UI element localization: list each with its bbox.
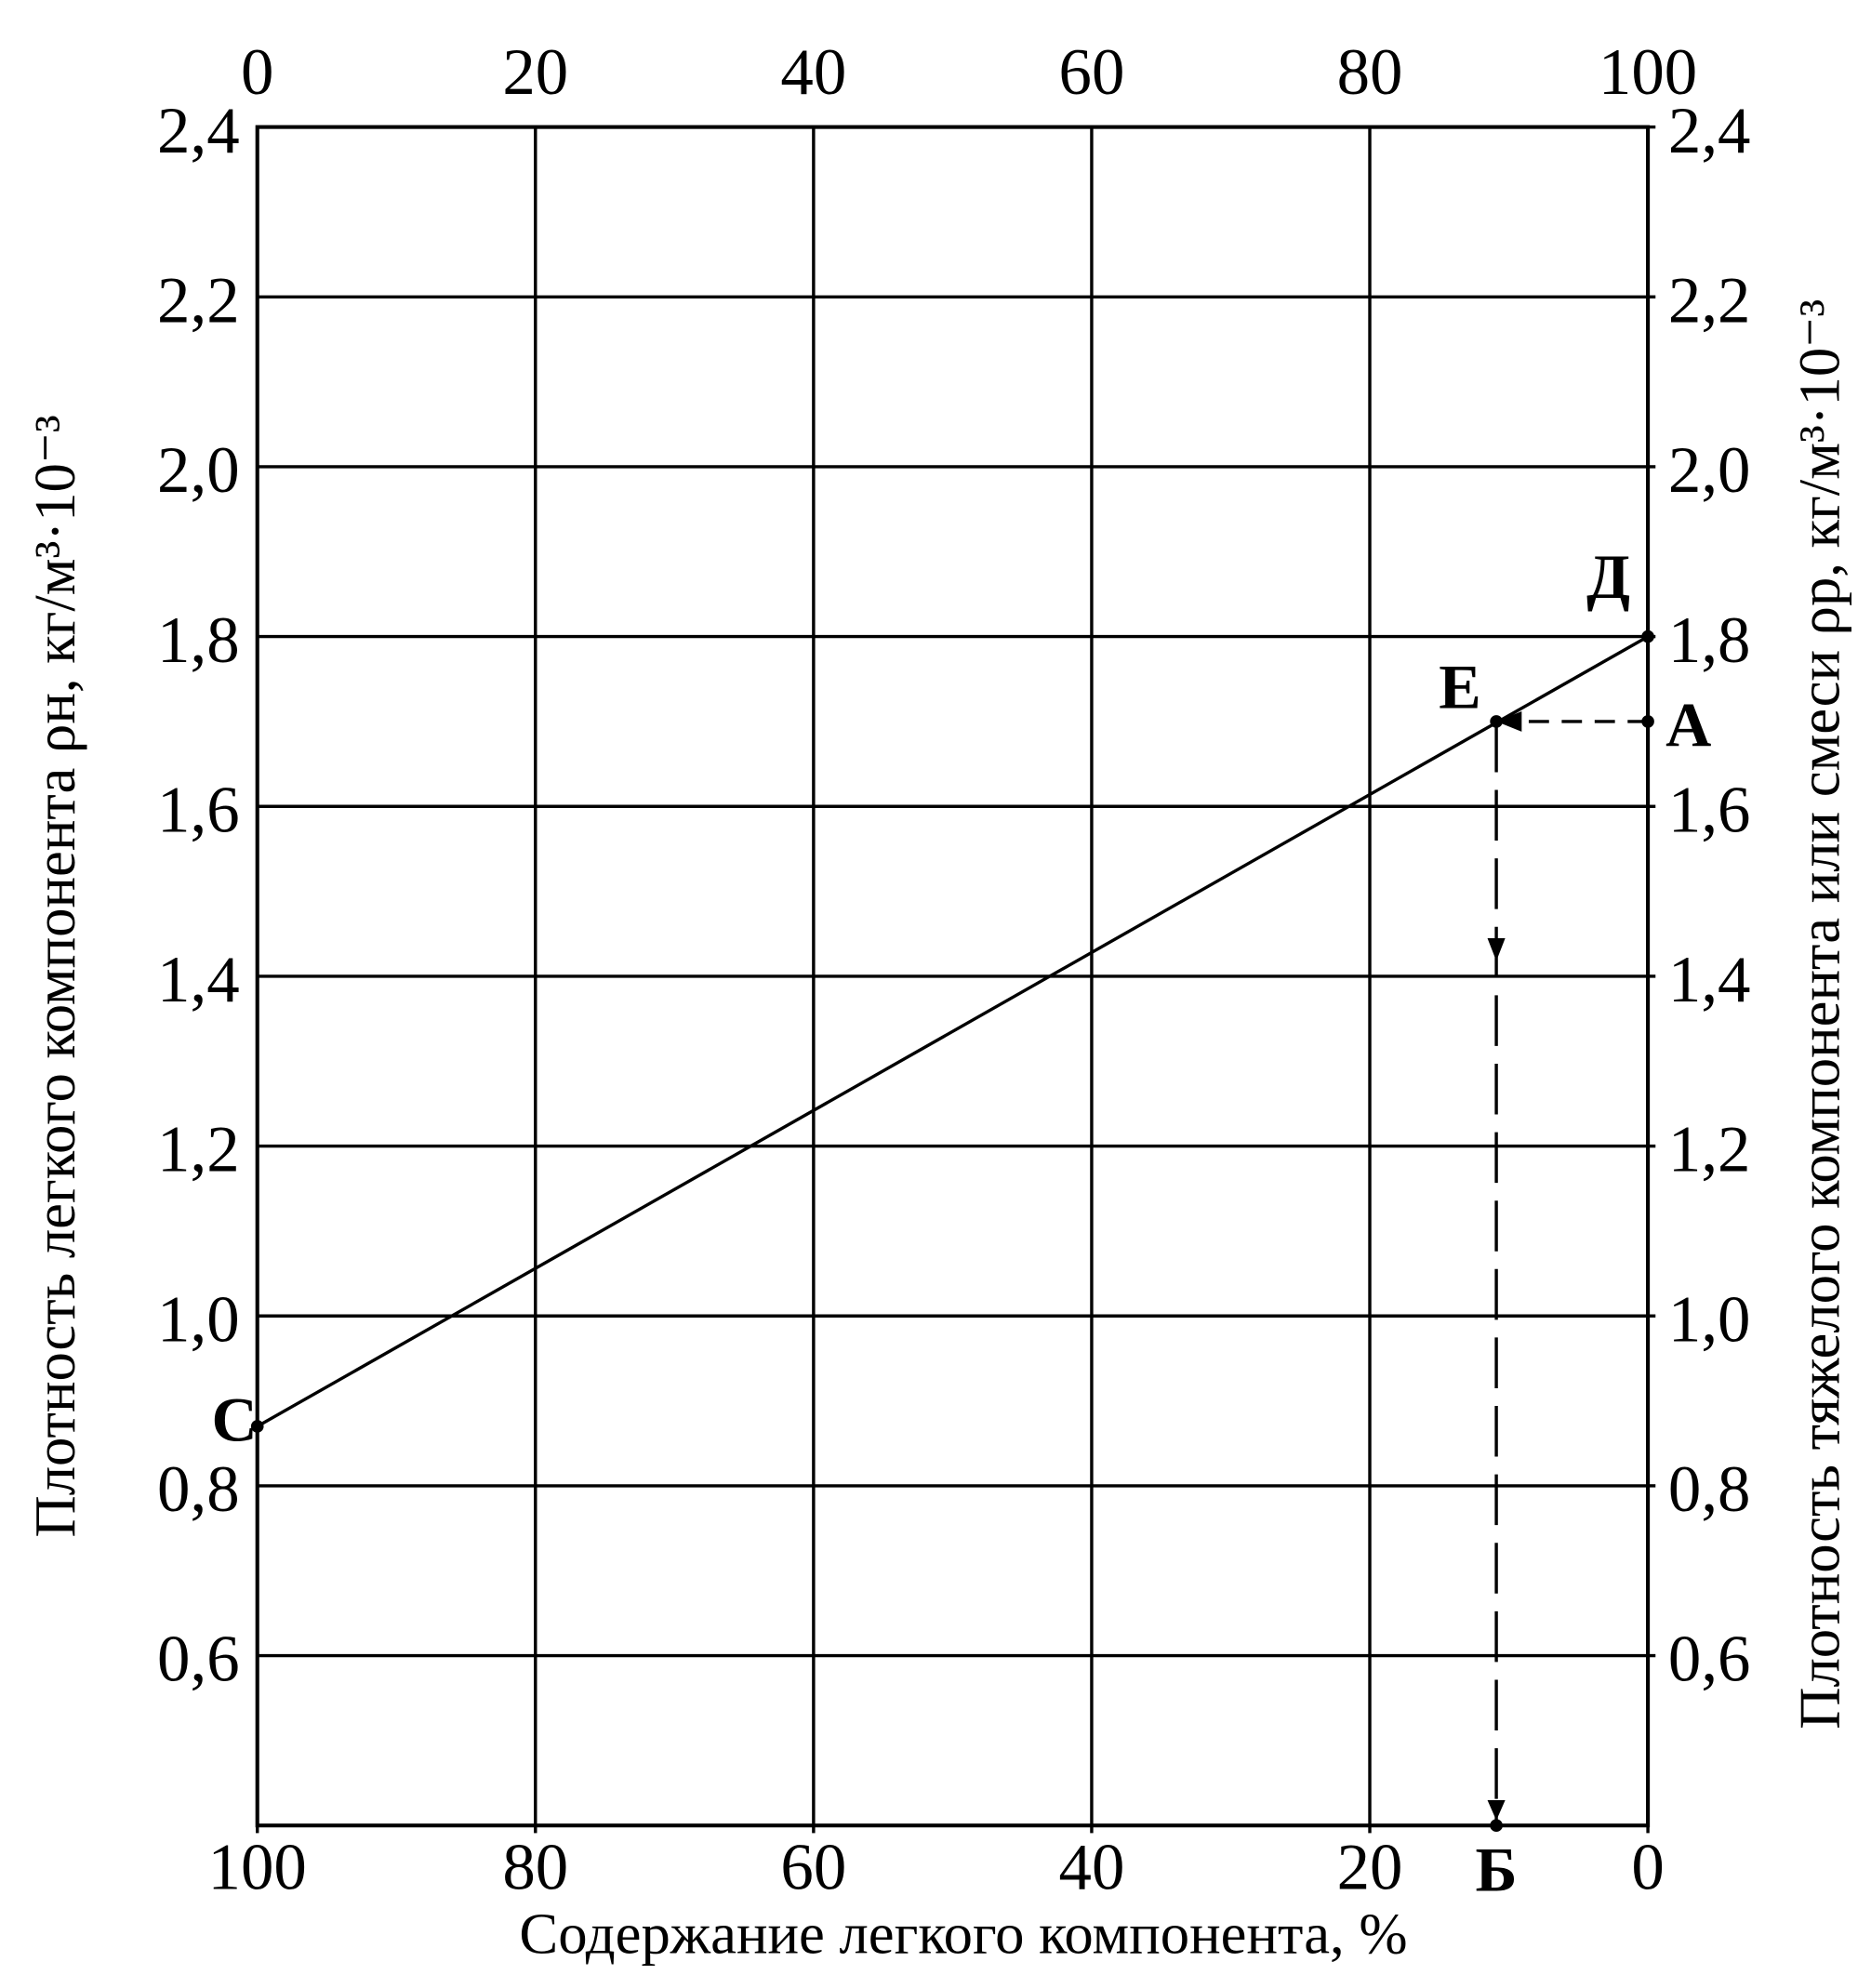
point [1490,1819,1503,1833]
y-axis-title: Плотность легкого компонента ρн, кг/м³·1… [22,415,87,1537]
point [1641,715,1654,728]
point [1490,715,1503,728]
x-tick-label: 80 [1337,36,1403,109]
y2-tick-label: 0,8 [1668,1453,1751,1526]
point-label: Б [1476,1834,1518,1904]
arrow-head [1496,711,1522,732]
x-tick-label: 60 [1059,36,1125,109]
y2-tick-label: 1,4 [1668,944,1751,1016]
x-tick-label: 0 [241,36,273,109]
y-tick-label: 1,6 [157,774,240,846]
y2-axis-title: Плотность тяжелого компонента или смеси … [1786,299,1851,1730]
y2-tick-label: 1,6 [1668,774,1751,846]
y-tick-label: 2,2 [157,264,240,337]
point-label: Д [1586,541,1630,612]
point [250,1420,264,1433]
x2-tick-label: 0 [1631,1831,1664,1903]
y2-tick-label: 2,4 [1668,95,1751,167]
point-label: С [211,1385,257,1455]
x2-tick-label: 40 [1059,1831,1125,1903]
arrow-head [1487,938,1506,961]
y-tick-label: 1,8 [157,604,240,677]
x-tick-label: 20 [502,36,568,109]
point-label: А [1665,689,1711,760]
y-tick-label: 0,6 [157,1624,240,1696]
y-tick-label: 1,0 [157,1283,240,1356]
y2-tick-label: 0,6 [1668,1624,1751,1696]
y-tick-label: 1,4 [157,944,240,1016]
x2-tick-label: 60 [780,1831,846,1903]
y-tick-label: 2,0 [157,434,240,507]
line [256,635,1649,1428]
y-tick-label: 0,8 [157,1453,240,1526]
x2-tick-label: 80 [502,1831,568,1903]
arrow-head [1487,1799,1506,1821]
point-label: Е [1439,652,1480,722]
y2-tick-label: 1,2 [1668,1114,1751,1186]
y2-tick-label: 1,8 [1668,604,1751,677]
x2-tick-label: 100 [208,1831,307,1903]
x-tick-label: 40 [780,36,846,109]
x2-tick-label: 20 [1337,1831,1403,1903]
x-axis-title: Содержание легкого компонента, % [519,1901,1407,1966]
y-tick-label: 2,4 [157,95,240,167]
x-tick-label: 100 [1599,36,1697,109]
y-tick-label: 1,2 [157,1114,240,1186]
y2-tick-label: 2,2 [1668,264,1751,337]
point [1641,630,1654,643]
y2-tick-label: 1,0 [1668,1283,1751,1356]
y2-tick-label: 2,0 [1668,434,1751,507]
